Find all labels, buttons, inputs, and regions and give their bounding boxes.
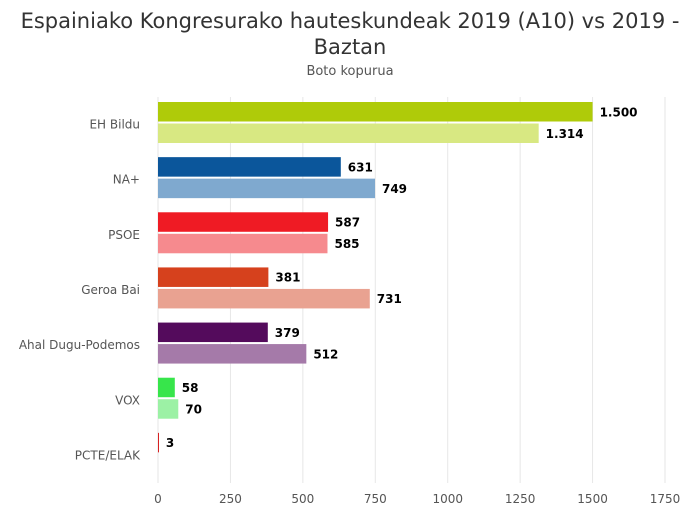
category-label: Geroa Bai <box>81 283 140 297</box>
bar <box>158 344 307 364</box>
data-label: 379 <box>275 326 300 340</box>
data-label: 1.314 <box>546 127 584 141</box>
bar <box>158 322 268 343</box>
bars <box>158 102 593 453</box>
bar <box>158 432 159 453</box>
data-label: 3 <box>166 436 174 450</box>
data-labels: 1.500 631 587 381 379 58 3 1.314 749 585 731 512 70 <box>166 105 638 450</box>
data-label: 585 <box>334 237 359 251</box>
x-tick-label: 1250 <box>505 492 536 506</box>
bar <box>158 178 375 199</box>
category-labels: EH Bildu NA+ PSOE Geroa Bai Ahal Dugu-Podemo… <box>19 118 141 463</box>
bar <box>158 212 329 232</box>
data-label: 631 <box>348 160 373 174</box>
bar <box>158 377 175 398</box>
chart-title: Espainiako Kongresurako hauteskundeak 20… <box>20 9 680 59</box>
x-tick-label: 1000 <box>432 492 463 506</box>
data-label: 1.500 <box>600 105 638 119</box>
bar <box>158 288 370 309</box>
data-label: 731 <box>377 292 402 306</box>
bar <box>158 267 269 287</box>
x-tick-label: 1500 <box>577 492 608 506</box>
bar <box>158 157 341 177</box>
x-tick-label: 500 <box>291 492 314 506</box>
x-axis-ticks: 0 250 500 750 1000 1250 1500 1750 <box>154 492 680 506</box>
data-label: 70 <box>185 402 202 416</box>
bar <box>158 233 328 254</box>
category-label: VOX <box>115 393 140 407</box>
x-tick-label: 750 <box>364 492 387 506</box>
category-label: PCTE/ELAK <box>75 448 141 462</box>
data-label: 58 <box>182 381 199 395</box>
data-label: 749 <box>382 182 407 196</box>
bar <box>158 123 539 143</box>
chart-subtitle: Boto kopurua <box>306 64 394 79</box>
category-label: EH Bildu <box>89 118 140 132</box>
x-tick-label: 250 <box>219 492 242 506</box>
x-tick-label: 1750 <box>650 492 681 506</box>
data-label: 381 <box>275 271 300 285</box>
data-label: 587 <box>335 216 360 230</box>
x-tick-label: 0 <box>154 492 162 506</box>
bar <box>158 102 593 122</box>
category-label: NA+ <box>113 173 140 187</box>
category-label: Ahal Dugu-Podemos <box>19 338 140 352</box>
bar <box>158 399 179 419</box>
data-label: 512 <box>313 347 338 361</box>
category-label: PSOE <box>108 228 140 242</box>
